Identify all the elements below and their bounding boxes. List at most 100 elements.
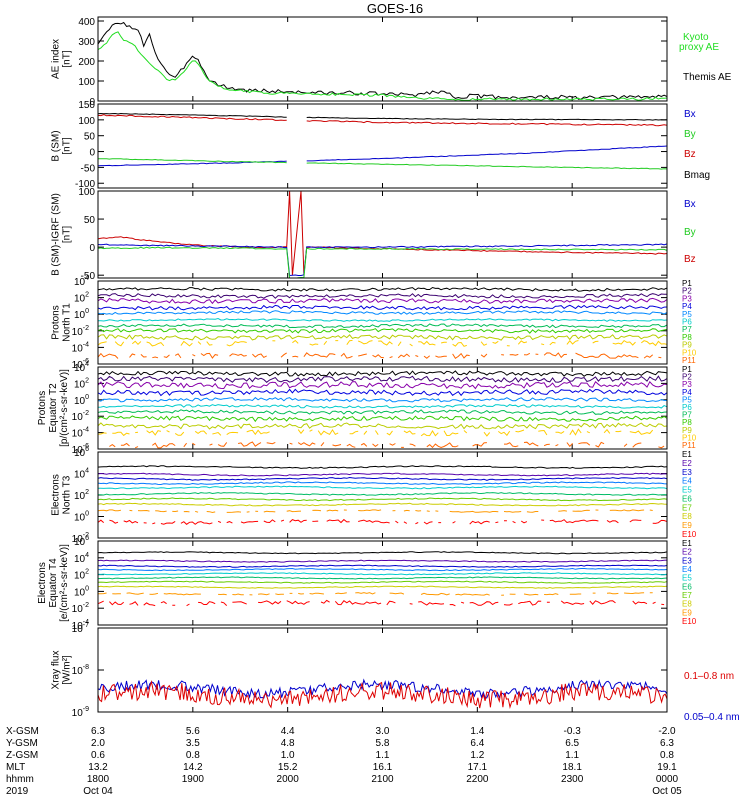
y-tick-label: 50: [84, 215, 96, 226]
y-axis-label: B (SM)-IGRF (SM): [51, 193, 62, 276]
channel-line-P9: [98, 334, 667, 341]
ephemeris-row-label: Z-GSM: [6, 750, 38, 761]
y-tick-label: -50: [81, 163, 96, 174]
channel-line-E1: [98, 465, 667, 469]
ephemeris-row-label: Y-GSM: [6, 738, 38, 749]
panel-frame: [97, 190, 668, 279]
y-tick-label: 100: [74, 308, 89, 321]
panel-frame: [97, 451, 668, 539]
legend-entry: E4: [682, 565, 692, 574]
y-tick-label: 10-4: [72, 341, 89, 354]
legend-entry: E3: [682, 468, 692, 477]
channel-line-P1: [98, 370, 667, 377]
ephemeris-value: -0.3: [564, 726, 582, 737]
ephemeris-value: 2200: [466, 774, 489, 785]
y-tick-label: 104: [74, 275, 89, 288]
y-tick-label: 104: [74, 552, 89, 565]
ephemeris-value: 4.8: [281, 738, 295, 749]
ephemeris-value: 1.1: [565, 750, 579, 761]
y-tick-label: 102: [74, 292, 89, 305]
channel-line-P5: [98, 396, 667, 403]
ephemeris-value: 17.1: [468, 762, 488, 773]
ephemeris-value: 14.2: [183, 762, 203, 773]
legend-entry: P5: [682, 395, 692, 404]
legend-entry: P3: [682, 380, 692, 389]
channel-line-P10: [98, 339, 667, 347]
ephemeris-value: 19.1: [657, 762, 677, 773]
y-tick-label: 104: [74, 468, 89, 481]
channel-line-E8: [98, 502, 667, 507]
legend-entry: E7: [682, 503, 692, 512]
channel-line-E3: [98, 564, 667, 568]
legend-entry: E1: [682, 539, 692, 548]
channel-line-P7: [98, 409, 667, 415]
channel-line-P1: [98, 286, 667, 292]
y-tick-label: -100: [75, 179, 95, 190]
panel-xray: 10-9 10-8 10-7 Xray flux [W/m²] 0.1–0.8 nm 0.0…: [51, 622, 740, 723]
ephemeris-value: Oct 04: [83, 786, 113, 797]
y-tick-label: 106: [74, 535, 89, 548]
y-tick-label: 300: [78, 37, 95, 48]
legend-entry: 0.05–0.4 nm: [684, 712, 740, 723]
legend-entry: E2: [682, 548, 692, 557]
ephemeris-table: X-GSMY-GSMZ-GSMMLThhmm20196.32.00.613.21…: [6, 726, 682, 797]
channel-line-E3: [98, 476, 667, 481]
y-axis-label: [W/m²]: [62, 655, 73, 685]
legend-entry: E8: [682, 600, 692, 609]
legend-entry: E2: [682, 459, 692, 468]
series-line: [98, 243, 667, 277]
ephemeris-value: 1.2: [470, 750, 484, 761]
y-axis-label: [nT]: [62, 226, 73, 243]
series-line: [98, 114, 667, 127]
y-axis-label: Protons: [51, 305, 62, 339]
legend-entry: 0.1–0.8 nm: [684, 671, 734, 682]
legend-entry: E6: [682, 582, 692, 591]
y-axis-label: North T3: [62, 475, 73, 514]
panel-frame: [97, 16, 668, 102]
y-axis-label: Protons: [37, 391, 48, 425]
legend-entry: E3: [682, 556, 692, 565]
channel-line-P3: [98, 380, 667, 390]
ephemeris-value: 0.8: [660, 750, 674, 761]
legend-entry: E9: [682, 521, 692, 530]
series-line: [98, 158, 667, 170]
ephemeris-value: 0.8: [186, 750, 200, 761]
channel-line-E7: [98, 497, 667, 502]
y-tick-label: 10-2: [72, 325, 89, 338]
ephemeris-value: 4.4: [281, 726, 295, 737]
y-tick-label: 10-2: [72, 410, 89, 423]
ephemeris-value: 6.3: [660, 738, 674, 749]
legend-entry: P3: [682, 294, 692, 303]
y-axis-label: Electrons: [51, 474, 62, 516]
legend-entry: By: [684, 129, 696, 140]
channel-line-E7: [98, 580, 667, 584]
legend-entry: P1: [682, 279, 692, 288]
channel-line-E2: [98, 559, 667, 563]
legend-entry: P6: [682, 403, 692, 412]
ephemeris-value: Oct 05: [652, 786, 682, 797]
ephemeris-value: 16.1: [373, 762, 393, 773]
legend-entry: Bx: [684, 109, 696, 120]
panel-data: [98, 370, 667, 449]
ephemeris-value: 2300: [561, 774, 584, 785]
channel-line-P2: [98, 375, 667, 383]
ephemeris-value: 5.8: [376, 738, 390, 749]
y-axis-label: Electrons: [37, 562, 48, 604]
y-tick-label: 200: [78, 57, 95, 68]
ephemeris-value: 1.0: [281, 750, 295, 761]
legend-entry: P10: [682, 433, 697, 442]
channel-line-P2: [98, 293, 667, 299]
ephemeris-value: 2000: [277, 774, 300, 785]
y-axis-label: Xray flux: [51, 651, 62, 690]
panel-data: [98, 286, 667, 359]
y-axis-label: [e/(cm²-s-sr-keV)]: [59, 544, 70, 622]
y-tick-label: 100: [78, 77, 95, 88]
ephemeris-value: 6.4: [470, 738, 484, 749]
legend-entry: P5: [682, 310, 692, 319]
y-tick-label: 10-9: [72, 706, 89, 719]
legend-entry: E1: [682, 450, 692, 459]
legend-entry: P7: [682, 411, 692, 420]
